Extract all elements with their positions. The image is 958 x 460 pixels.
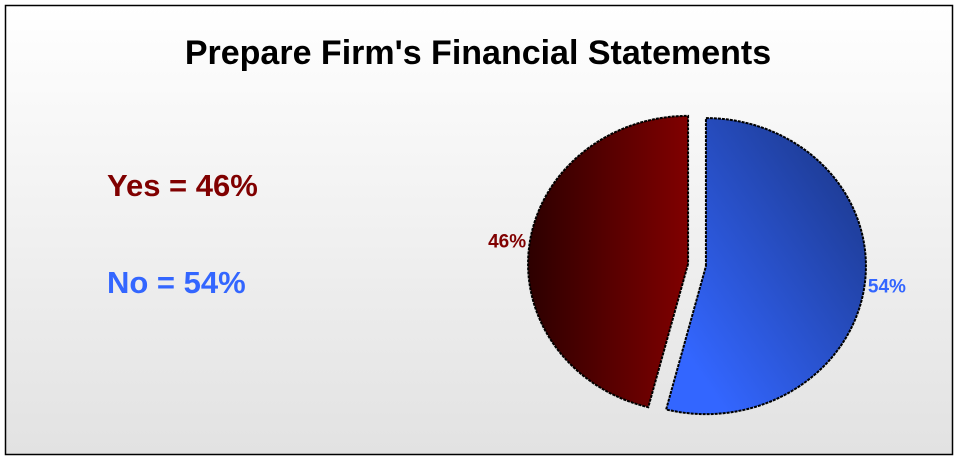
annotation: No = 54% [107,265,246,300]
data-label: 54% [868,276,906,297]
chart-title: Prepare Firm's Financial Statements [185,34,771,72]
data-label: 46% [488,232,526,253]
annotation: Yes = 46% [107,168,258,203]
slice-shade [664,117,867,416]
slice-shade [527,114,690,409]
